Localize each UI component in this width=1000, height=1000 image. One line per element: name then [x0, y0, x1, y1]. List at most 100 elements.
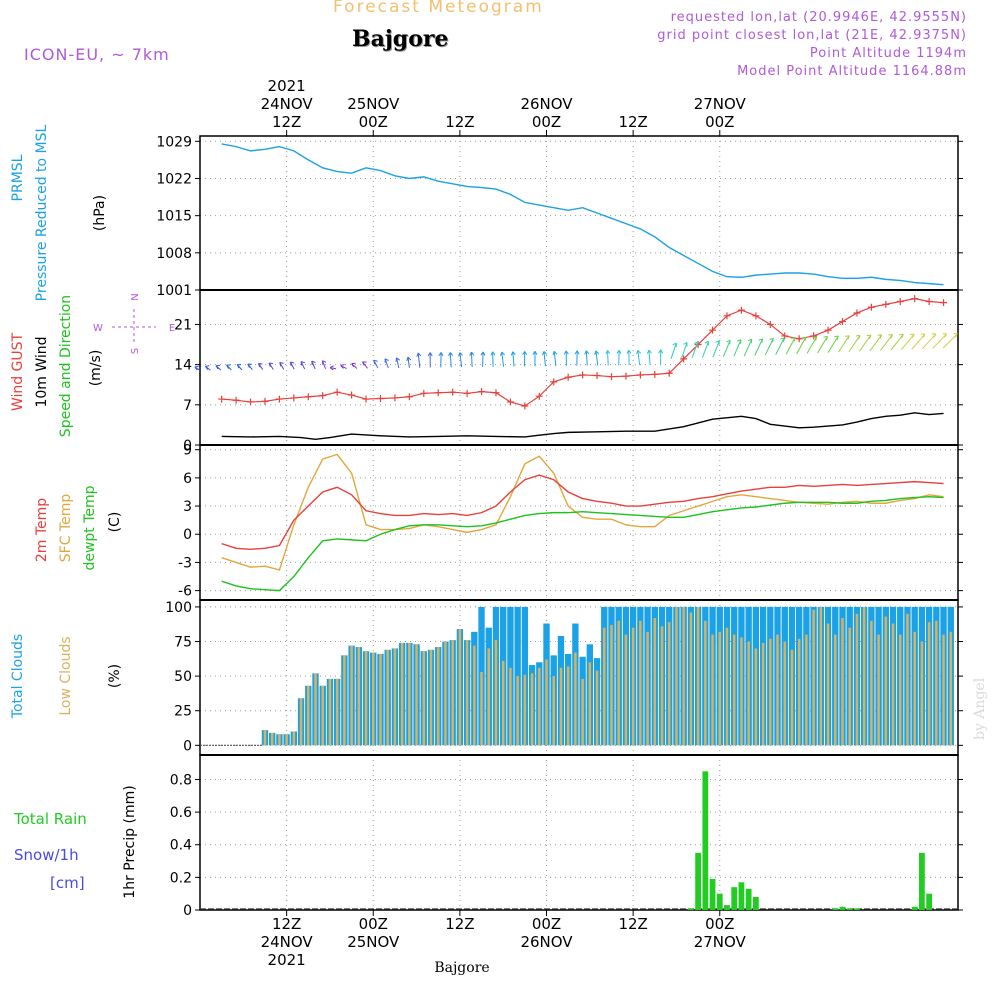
low-cloud-bar — [704, 620, 707, 746]
y-tick-label: 0.2 — [170, 870, 192, 886]
low-cloud-bar — [559, 667, 563, 746]
low-cloud-bar — [480, 671, 483, 746]
snow-unit: [cm] — [50, 874, 85, 892]
gust-marker — [478, 388, 486, 396]
low-cloud-bar — [653, 617, 657, 746]
gust-marker — [622, 372, 630, 380]
low-cloud-bar — [509, 667, 512, 746]
gust-marker — [434, 389, 442, 397]
wind-arrow-head — [683, 342, 688, 347]
low-cloud-bar — [646, 631, 649, 746]
wind-arrow-head — [855, 334, 861, 340]
temp-2m-label: 2m Temp — [34, 498, 50, 562]
wind-arrow-head — [704, 340, 710, 346]
y-tick-label: 1022 — [156, 171, 192, 187]
rain-bar — [854, 908, 860, 910]
pressure-label-1: PRMSL — [10, 154, 26, 201]
low-cloud-bar — [624, 634, 628, 746]
wind-arrow-head — [448, 352, 454, 357]
gust-marker — [275, 395, 283, 403]
gust-marker — [463, 389, 471, 397]
y-tick-label: 25 — [174, 704, 192, 720]
x-tick-label-top: 00Z — [705, 113, 734, 131]
rain-legend: Total Rain — [13, 810, 87, 828]
wind-arrow-head — [257, 363, 263, 368]
y-tick-label: 9 — [183, 443, 192, 459]
low-cloud-bar — [942, 634, 945, 746]
low-cloud-bar — [429, 649, 433, 746]
x-tick-label-top: 00Z — [532, 113, 561, 131]
wind-arrow — [879, 334, 893, 351]
low-cloud-bar — [581, 678, 584, 746]
wind-arrow-head — [910, 333, 915, 339]
wind-arrow — [733, 339, 742, 357]
low-cloud-bar — [386, 649, 389, 746]
clouds-unit: (%) — [107, 664, 123, 688]
low-cloud-bar — [870, 620, 873, 746]
low-cloud-bar — [523, 674, 527, 746]
wind-arrow — [595, 350, 599, 366]
location-title: Bajgore — [352, 26, 449, 52]
rain-bar — [846, 908, 853, 910]
low-cloud-bar — [574, 652, 577, 746]
compass-cross — [112, 309, 156, 345]
wind-arrow-head — [300, 361, 306, 366]
wind-arrow — [607, 350, 609, 366]
compass-n: N — [130, 293, 141, 300]
low-cloud-bar — [834, 634, 837, 746]
point-altitude: Point Altitude 1194m — [809, 46, 967, 61]
wind-arrow-head — [204, 365, 210, 370]
gust-marker — [853, 309, 861, 317]
wind-arrow-head — [340, 364, 345, 369]
wind-arrow — [585, 350, 588, 366]
wind-arrow — [838, 335, 850, 353]
gust-marker — [867, 303, 875, 311]
wind-arrow — [543, 351, 546, 367]
x-date-label-bottom: 25NOV — [347, 933, 400, 951]
low-cloud-bar — [610, 624, 613, 746]
low-cloud-bar — [949, 631, 953, 746]
low-cloud-bar — [538, 667, 541, 746]
wind-arrow — [859, 334, 872, 352]
wind10-line — [221, 412, 944, 440]
low-cloud-bar — [400, 642, 404, 746]
y-tick-label: 1008 — [156, 246, 192, 262]
wind-arrow-head — [351, 362, 356, 368]
wind-arrow-head — [574, 350, 580, 355]
y-tick-label: 21 — [174, 317, 192, 333]
wind-arrow — [701, 341, 710, 358]
low-cloud-bar — [393, 648, 397, 746]
sfc-temp-label: SFC Temp — [58, 494, 74, 563]
y-tick-label: 1015 — [156, 209, 192, 225]
low-cloud-bar — [711, 634, 714, 746]
gust-marker — [781, 332, 789, 340]
low-cloud-bar — [790, 649, 794, 746]
wind-arrow-head — [737, 339, 742, 344]
rain-bar — [911, 906, 918, 910]
wind-arrow-head — [469, 351, 475, 356]
wind-arrow-head — [406, 356, 412, 362]
low-cloud-bar — [740, 637, 743, 746]
x-tick-label-top: 12Z — [618, 113, 647, 131]
wind-arrow — [921, 333, 937, 350]
wind-arrow — [900, 333, 915, 350]
wind-arrow-head — [888, 334, 893, 339]
x-tick-label-top: 12Z — [445, 113, 474, 131]
gust-marker — [940, 299, 948, 307]
low-cloud-bar — [660, 626, 664, 746]
wind-arrow-head — [268, 362, 274, 367]
wind-arrow-head — [693, 341, 699, 346]
wind-arrow-head — [646, 349, 652, 354]
wind-arrow-head — [672, 342, 677, 348]
gust-marker — [709, 326, 717, 334]
wind-arrow — [722, 340, 731, 357]
low-cloud-bar — [920, 641, 924, 746]
pressure-line — [221, 143, 944, 286]
wind-arrow-head — [791, 337, 796, 342]
wind-arrow — [942, 333, 958, 349]
wind-arrow-head — [616, 349, 622, 355]
wind-arrow-head — [542, 351, 547, 356]
gust-marker — [737, 306, 745, 314]
wind-arrow — [827, 335, 839, 353]
low-cloud-bar — [314, 673, 317, 746]
